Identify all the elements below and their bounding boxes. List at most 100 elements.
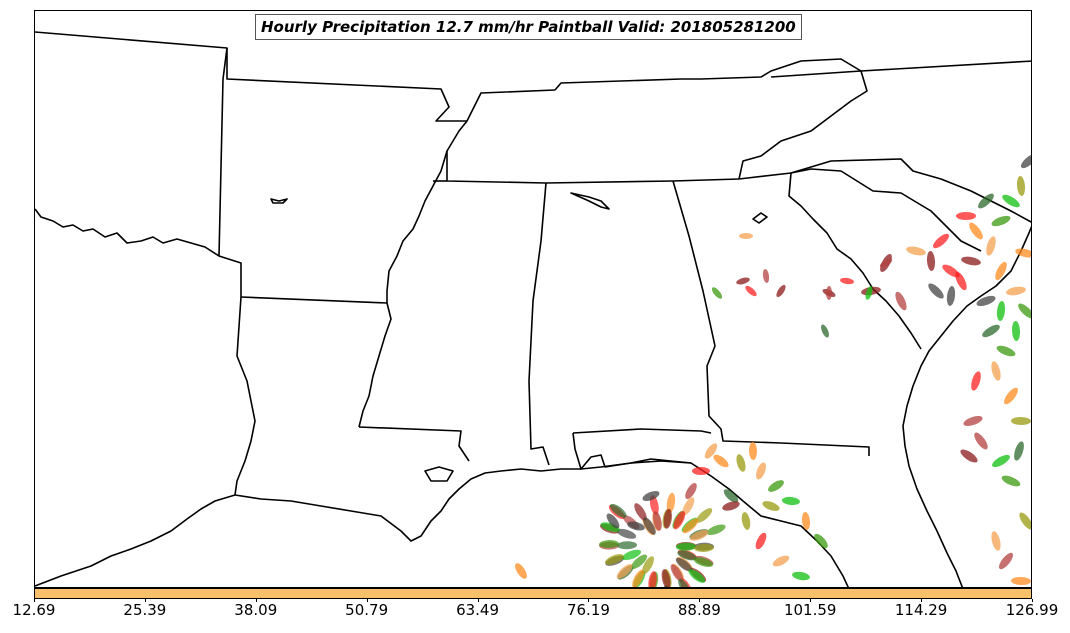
state-border-ky-oh xyxy=(554,58,868,180)
colorbar-tick-mark xyxy=(144,599,146,602)
paintball-blob xyxy=(688,569,706,583)
paintball-blob xyxy=(825,286,833,300)
paintball-blob xyxy=(895,291,907,311)
colorbar-tick-label: 50.79 xyxy=(345,601,389,619)
colorbar-tick-label: 12.69 xyxy=(12,601,56,619)
paintball-blob xyxy=(649,495,659,515)
state-border-al-fl xyxy=(572,432,692,470)
paintball-blob xyxy=(692,467,710,475)
paintball-blob xyxy=(821,324,829,338)
paintball-blob xyxy=(1011,576,1031,586)
paintball-blob xyxy=(670,564,684,582)
red-river xyxy=(35,208,220,257)
state-border-sc-ga xyxy=(788,172,922,350)
paintball-blob xyxy=(756,462,766,480)
paintball-blob xyxy=(685,483,697,499)
paintball-blob xyxy=(762,269,770,283)
state-border-tn-ky xyxy=(446,151,740,184)
paintball-blob xyxy=(1016,176,1026,196)
paintball-blob xyxy=(723,489,739,503)
paintball-blob xyxy=(642,556,654,575)
paintball-blob xyxy=(982,324,1000,338)
paintball-blob xyxy=(956,212,976,220)
paintball-blob xyxy=(661,569,671,587)
paintball-blob xyxy=(741,512,751,530)
paintball-blob xyxy=(634,503,647,521)
paintball-blob xyxy=(1020,153,1031,169)
paintball-blob xyxy=(755,532,767,550)
paintball-blob xyxy=(996,345,1016,357)
paintball-blob xyxy=(998,552,1014,570)
paintball-blob xyxy=(1015,248,1031,258)
paintball-blob xyxy=(776,284,786,298)
colorbar-tick-label: 76.19 xyxy=(566,601,610,619)
paintball-blob xyxy=(722,501,740,511)
paintball-blob xyxy=(617,541,638,550)
paintball-blob xyxy=(739,233,753,239)
lake-pontchartrain xyxy=(424,466,454,482)
paintball-blob xyxy=(736,277,750,285)
paintball-blob xyxy=(675,557,693,572)
state-border-ks-mo xyxy=(222,47,228,80)
paintball-blob xyxy=(926,251,936,271)
paintball-blob xyxy=(976,295,996,307)
paintball-blob xyxy=(606,513,620,529)
paintball-blob xyxy=(963,416,983,426)
paintball-blob xyxy=(992,454,1010,468)
paintball-blob xyxy=(682,497,695,516)
map-title: Hourly Precipitation 12.7 mm/hr Paintbal… xyxy=(255,14,802,40)
colorbar-tick-mark xyxy=(366,599,368,602)
colorbar-tick-mark xyxy=(921,599,923,602)
state-border-nc-sc xyxy=(790,168,982,252)
paintball-blob xyxy=(986,236,996,256)
paintball-blob xyxy=(609,503,627,518)
paintball-blob xyxy=(704,443,718,459)
paintball-blob xyxy=(1014,441,1024,461)
paintball-blob xyxy=(617,528,637,539)
colorbar-tick-label: 38.09 xyxy=(234,601,278,619)
gulf-coastline xyxy=(35,460,849,587)
paintball-blob xyxy=(622,549,642,561)
paintball-blob xyxy=(673,511,686,530)
paintball-blob xyxy=(995,261,1007,281)
mississippi-river xyxy=(358,120,468,428)
paintball-blob xyxy=(713,454,729,468)
paintball-blob xyxy=(678,579,691,587)
lake-texoma xyxy=(270,198,288,204)
paintball-blob xyxy=(1018,303,1031,319)
paintball-blob xyxy=(748,442,758,460)
state-border-al-fl-west xyxy=(572,428,712,434)
paintball-blob xyxy=(693,543,714,552)
paintball-blob xyxy=(946,286,956,306)
state-border-ms-al xyxy=(528,182,550,466)
paintball-blob xyxy=(616,563,633,579)
colorbar-tick-mark xyxy=(588,599,590,602)
colorbar-tick-label: 101.59 xyxy=(783,601,837,619)
colorbar xyxy=(34,588,1032,599)
paintball-blob xyxy=(745,285,757,297)
colorbar-tick-label: 114.29 xyxy=(894,601,948,619)
colorbar-tick-mark xyxy=(255,599,257,602)
paintball-blob xyxy=(696,508,713,523)
paintball-blob xyxy=(1011,416,1031,426)
paintball-blob xyxy=(1011,321,1021,341)
paintball-blob xyxy=(974,432,988,450)
paintball-blob xyxy=(906,246,926,256)
paintball-blob xyxy=(666,492,676,513)
paintball-blob xyxy=(1006,286,1026,296)
lake-okeechobee xyxy=(752,212,768,224)
paintball-blob xyxy=(991,215,1011,227)
paintball-blob xyxy=(768,480,784,492)
precipitation-paintball-layer xyxy=(515,153,1031,587)
paintball-blob xyxy=(631,554,648,569)
paintball-blob xyxy=(693,557,713,567)
paintball-blob xyxy=(1001,475,1021,487)
colorbar-tick-mark xyxy=(699,599,701,602)
colorbar-tick-label: 25.39 xyxy=(123,601,167,619)
paintball-blob xyxy=(971,371,981,391)
paintball-blob xyxy=(801,512,811,530)
state-border-nc-va xyxy=(738,158,1031,223)
paintball-blob xyxy=(782,496,800,506)
colorbar-tick-mark xyxy=(477,599,479,602)
paintball-blob xyxy=(865,286,873,300)
